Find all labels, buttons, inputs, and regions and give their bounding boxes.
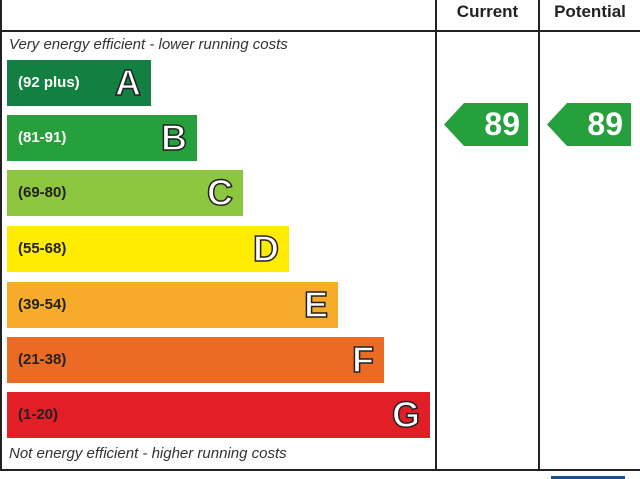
potential-rating-value: 89 [587, 106, 623, 142]
band-range: (81-91) [18, 129, 67, 146]
band-a: (92 plus) A [7, 60, 151, 106]
potential-rating-arrow: 89 [547, 103, 631, 146]
band-letter: F [351, 338, 375, 381]
band-d: (55-68) D [7, 226, 289, 272]
current-rating-arrow: 89 [444, 103, 528, 146]
band-letter: G [391, 393, 421, 436]
band-g: (1-20) G [7, 392, 430, 438]
bottom-note: Not energy efficient - higher running co… [9, 445, 287, 462]
band-b: (81-91) B [7, 115, 197, 161]
bottom-border [0, 469, 640, 471]
divider-potential [538, 0, 540, 471]
band-letter: C [206, 171, 234, 214]
band-e: (39-54) E [7, 282, 338, 328]
top-note: Very energy efficient - lower running co… [9, 36, 288, 53]
band-letter: E [303, 283, 329, 326]
potential-arrow-shape [547, 103, 631, 146]
band-letter: D [252, 227, 280, 270]
band-f: (21-38) F [7, 337, 384, 383]
band-range: (92 plus) [18, 74, 80, 91]
band-range: (21-38) [18, 351, 67, 368]
header-potential: Potential [554, 2, 626, 21]
top-border [0, 0, 2, 471]
band-range: (69-80) [18, 184, 67, 201]
current-rating-value: 89 [484, 106, 520, 142]
band-letter: A [114, 61, 142, 104]
header-divider [0, 30, 640, 32]
divider-current [435, 0, 437, 471]
band-c: (69-80) C [7, 170, 243, 216]
bottom-blue-element [551, 476, 625, 479]
band-letter: B [160, 116, 188, 159]
band-range: (1-20) [18, 406, 59, 423]
header-current: Current [456, 2, 519, 21]
band-range: (39-54) [18, 296, 67, 313]
current-arrow-shape [444, 103, 528, 146]
band-range: (55-68) [18, 240, 67, 257]
